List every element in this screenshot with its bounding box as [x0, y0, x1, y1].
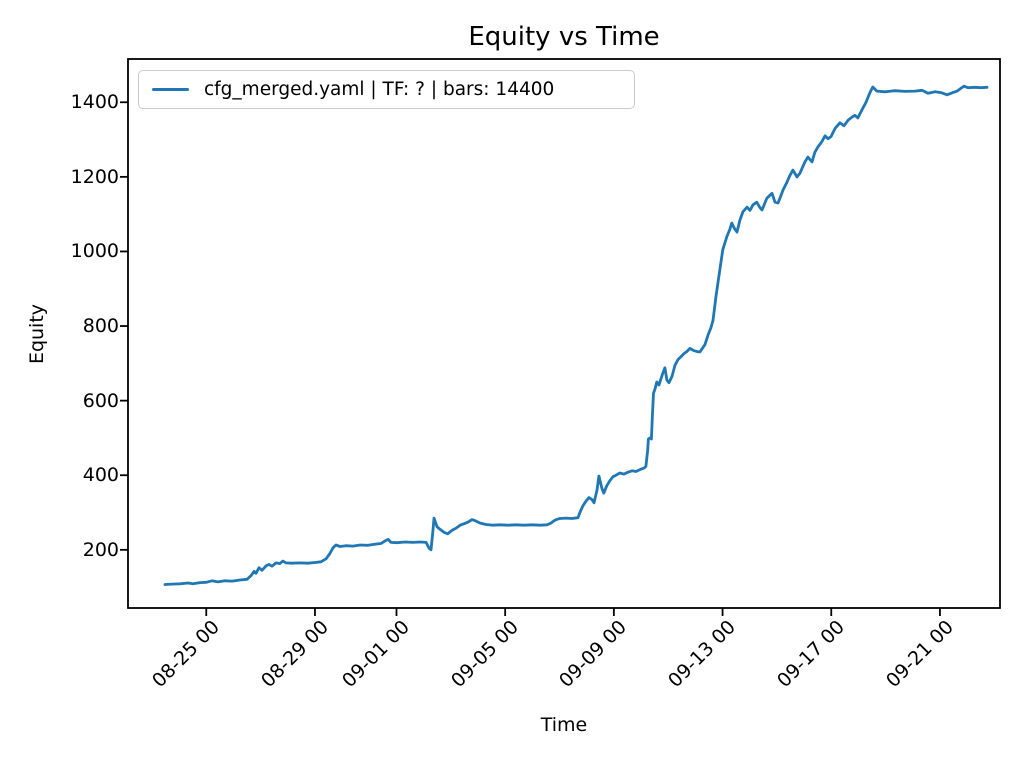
y-tick-label: 1200 — [70, 165, 119, 188]
equity-line — [163, 84, 989, 586]
legend-line-sample-icon — [152, 88, 189, 91]
y-tick-label: 200 — [82, 538, 119, 561]
chart-title: Equity vs Time — [468, 22, 660, 52]
y-tick-label: 800 — [82, 315, 119, 338]
legend-box: cfg_merged.yaml | TF: ? | bars: 14400 — [138, 70, 635, 109]
x-axis-label: Time — [540, 714, 588, 736]
legend-label: cfg_merged.yaml | TF: ? | bars: 14400 — [204, 79, 555, 100]
y-tick-label: 600 — [82, 389, 119, 412]
y-tick-label: 400 — [82, 464, 119, 487]
y-tick-label: 1400 — [70, 91, 119, 114]
axes-frame — [127, 58, 1001, 609]
y-tick-label: 1000 — [70, 240, 119, 263]
tick-marks — [120, 101, 941, 616]
